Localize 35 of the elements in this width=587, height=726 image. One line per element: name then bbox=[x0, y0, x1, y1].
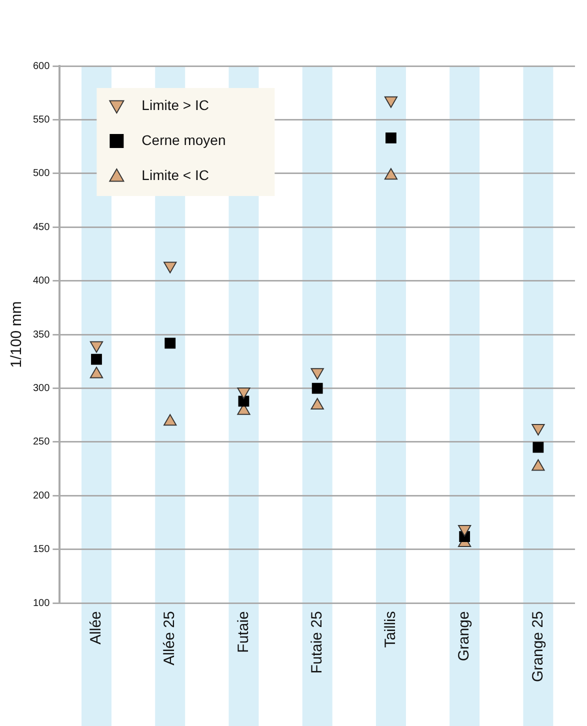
y-tick-label: 150 bbox=[32, 544, 50, 556]
x-tick-label: Allée 25 bbox=[161, 611, 178, 666]
legend-label: Cerne moyen bbox=[142, 132, 226, 148]
x-tick-label: Allée bbox=[88, 611, 105, 644]
y-tick-label: 500 bbox=[32, 168, 50, 180]
point bbox=[384, 96, 398, 108]
y-tick-label: 100 bbox=[32, 598, 50, 609]
y-tick-label: 450 bbox=[32, 222, 50, 233]
y-tick-label: 400 bbox=[32, 276, 50, 287]
y-tick-label: 350 bbox=[32, 329, 50, 340]
point bbox=[238, 396, 250, 407]
y-tick-label: 200 bbox=[32, 490, 50, 502]
point bbox=[91, 354, 102, 365]
legend-label: Limite > IC bbox=[142, 96, 209, 113]
point bbox=[532, 424, 545, 436]
point bbox=[458, 524, 472, 536]
point bbox=[532, 442, 544, 453]
x-tick-label: Grange 25 bbox=[529, 611, 546, 682]
legend-label: Limite < IC bbox=[142, 166, 209, 183]
point bbox=[164, 338, 176, 349]
y-axis-title: 1/100 mm bbox=[8, 301, 26, 368]
point bbox=[386, 132, 396, 144]
point bbox=[164, 262, 177, 274]
x-tick-label: Futaie bbox=[234, 611, 252, 653]
y-tick-label: 300 bbox=[32, 383, 50, 394]
y-tick-label: 250 bbox=[32, 436, 50, 448]
y-tick-label: 550 bbox=[32, 114, 50, 126]
x-tick-label: Taillis bbox=[382, 611, 400, 648]
point bbox=[312, 382, 323, 394]
point bbox=[90, 341, 104, 353]
point bbox=[310, 368, 324, 380]
x-tick-label: Futaie 25 bbox=[308, 611, 326, 674]
x-tick-label: Grange bbox=[456, 611, 473, 662]
y-tick-label: 600 bbox=[32, 60, 50, 72]
point bbox=[237, 387, 250, 399]
